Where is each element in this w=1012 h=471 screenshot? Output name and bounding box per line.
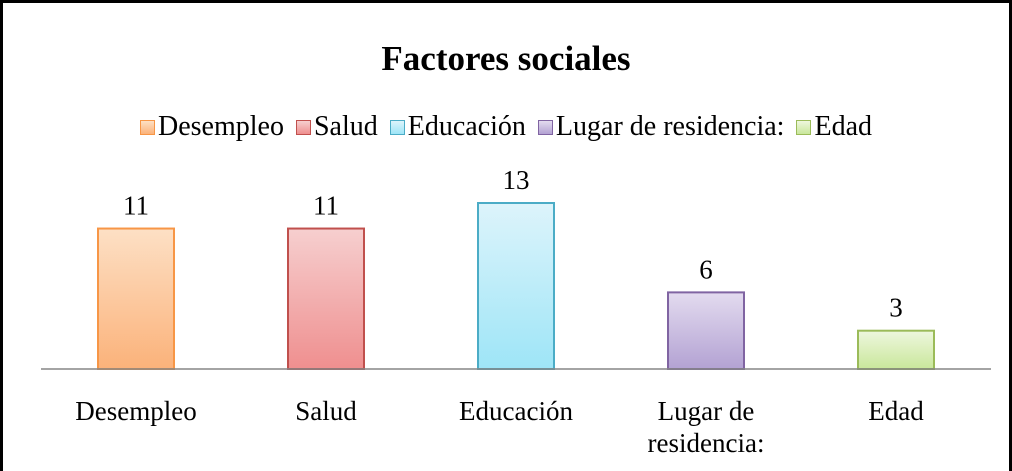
legend-entry: Edad — [796, 111, 872, 143]
legend-entry: Educación — [389, 111, 526, 143]
data-label: 6 — [699, 254, 713, 284]
bar — [287, 227, 365, 370]
data-label: 13 — [503, 165, 530, 195]
legend-label: Desempleo — [157, 111, 284, 142]
x-tick-label: Salud — [295, 396, 357, 426]
legend-entry: Salud — [295, 111, 378, 143]
bar — [477, 202, 555, 370]
legend-label: Salud — [313, 111, 378, 142]
x-tick-label: Edad — [868, 396, 924, 426]
legend-swatch — [389, 119, 405, 135]
legend: Desempleo Salud Educación Lugar de residenc… — [3, 111, 1009, 143]
bar — [97, 227, 175, 370]
x-tick-label: Desempleo — [75, 396, 197, 426]
data-label: 11 — [123, 191, 149, 221]
x-tick-label: Lugar de residencia: — [647, 396, 765, 458]
data-label: 3 — [889, 293, 903, 323]
legend-label: Edad — [814, 111, 872, 142]
legend-swatch — [139, 119, 155, 135]
legend-label: Lugar de residencia: — [555, 111, 785, 142]
bar — [857, 329, 935, 371]
plot: 11 11 13 6 3 — [41, 165, 991, 371]
legend-label: Educación — [407, 111, 526, 142]
legend-entry: Desempleo — [139, 111, 284, 143]
x-tick-label: Educación — [459, 396, 573, 426]
bar — [667, 291, 745, 370]
legend-swatch — [796, 119, 812, 135]
legend-swatch — [537, 119, 553, 135]
legend-entry: Lugar de residencia: — [537, 111, 785, 143]
chart-title: Factores sociales — [381, 39, 631, 78]
data-label: 11 — [313, 191, 339, 221]
legend-swatch — [295, 119, 311, 135]
